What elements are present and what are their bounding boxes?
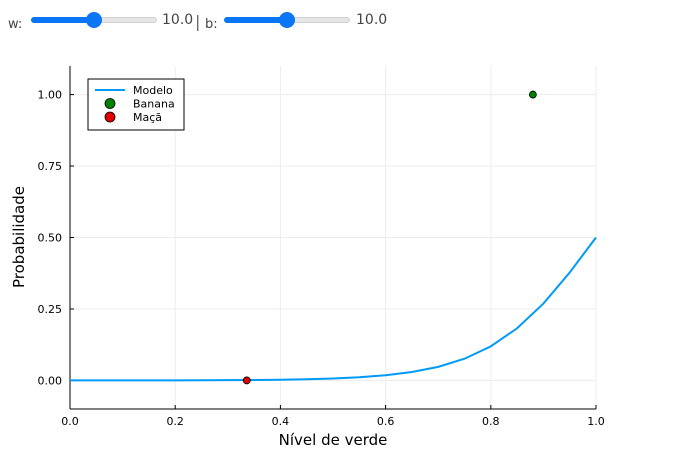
chart-series (69, 90, 597, 385)
x-tick-label: 0.0 (61, 415, 79, 428)
model-curve-line (69, 236, 597, 382)
b-slider[interactable] (224, 12, 350, 28)
y-tick-label: 0.75 (38, 160, 63, 173)
y-ticks: 0.00 0.25 0.50 0.75 1.00 (38, 89, 74, 387)
maca-point (242, 376, 251, 385)
legend-label: Modelo (133, 84, 173, 97)
w-slider-thumb[interactable] (86, 12, 102, 28)
b-slider-fill (224, 17, 287, 23)
y-tick-label: 0.50 (38, 232, 63, 245)
y-tick-label: 0.00 (38, 374, 63, 387)
banana-point (528, 90, 537, 99)
w-slider[interactable] (31, 12, 157, 28)
x-tick-label: 0.6 (377, 415, 395, 428)
b-label: b: (205, 17, 218, 32)
x-axis-label: Nível de verde (279, 431, 388, 449)
legend-label: Maçã (133, 111, 162, 124)
x-tick-label: 0.8 (482, 415, 500, 428)
legend-label: Banana (133, 98, 175, 111)
y-axis-label: Probabilidade (10, 186, 28, 288)
legend-box (87, 78, 185, 131)
b-value: 10.0 (356, 12, 388, 28)
w-value: 10.0 (162, 12, 194, 28)
legend-marker-point (104, 98, 116, 109)
y-tick-label: 0.25 (38, 303, 63, 316)
legend-marker-point (104, 111, 116, 123)
w-slider-fill (31, 17, 94, 23)
w-label: w: (8, 17, 23, 32)
x-tick-label: 0.2 (166, 415, 184, 428)
control-separator: | (195, 12, 201, 31)
b-slider-thumb[interactable] (279, 12, 295, 28)
x-tick-label: 0.4 (272, 415, 290, 428)
y-tick-label: 1.00 (38, 89, 63, 102)
controls-bar: w: 10.0 | b: 10.0 (0, 0, 693, 40)
x-ticks: 0.0 0.2 0.4 0.6 0.8 1.0 (61, 405, 605, 428)
x-tick-label: 1.0 (587, 415, 605, 428)
